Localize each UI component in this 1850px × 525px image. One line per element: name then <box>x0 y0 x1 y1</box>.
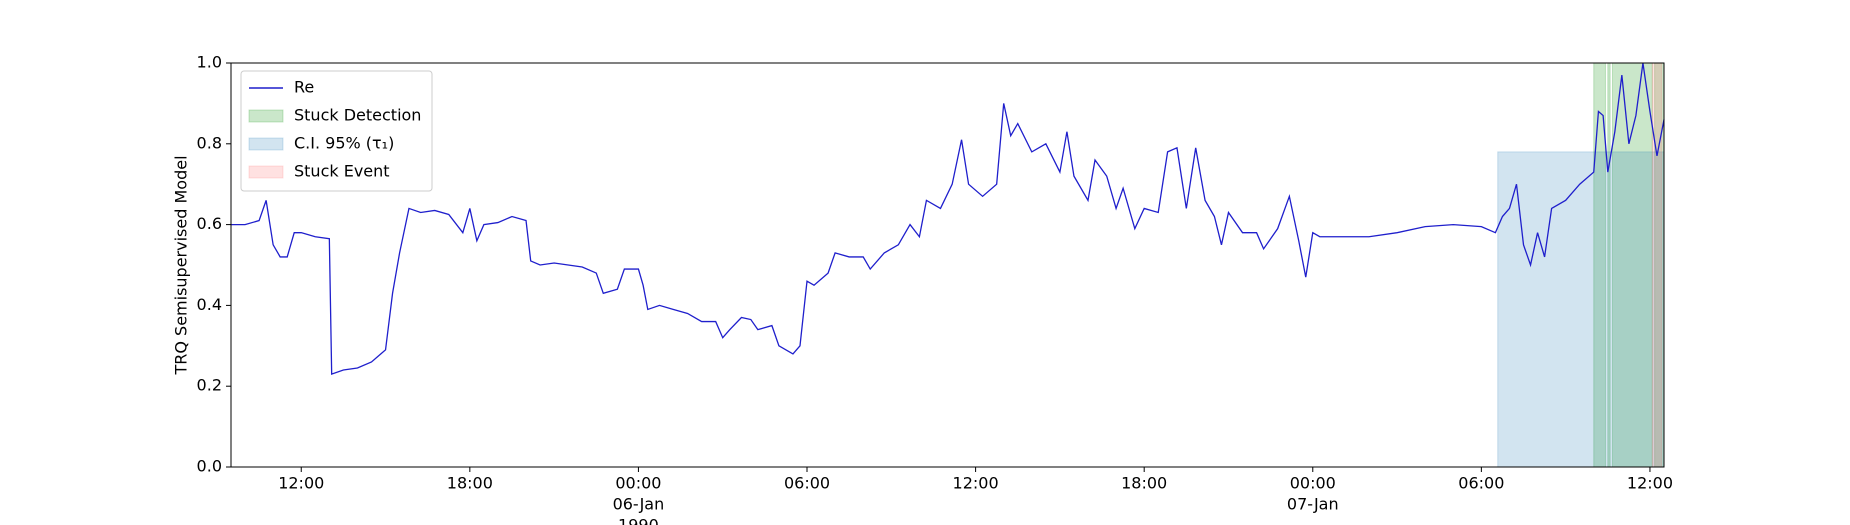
y-tick-label: 0.6 <box>197 214 222 233</box>
legend-swatch <box>248 109 284 123</box>
x-tick-label: 18:00 <box>447 474 493 493</box>
span <box>1651 62 1663 468</box>
x-tick-label: 07-Jan <box>1287 495 1339 514</box>
x-tick-label: 06:00 <box>784 474 830 493</box>
x-tick-label: 18:00 <box>1121 474 1167 493</box>
legend-label: C.I. 95% (τ₁) <box>294 134 394 153</box>
y-tick-label: 1.0 <box>197 53 222 72</box>
plot-frame <box>230 62 1665 468</box>
y-axis-label: TRQ Semisupervised Model <box>172 155 191 375</box>
x-tick-label: 1990 <box>618 516 659 525</box>
x-tick-label: 06-Jan <box>613 495 665 514</box>
legend-label: Stuck Detection <box>294 106 421 125</box>
y-tick-label: 0.8 <box>197 133 222 152</box>
x-tick-label: 12:00 <box>278 474 324 493</box>
legend-swatch <box>248 165 284 179</box>
y-tick-label: 0.4 <box>197 295 222 314</box>
span <box>1497 151 1665 468</box>
x-tick-label: 00:00 <box>615 474 661 493</box>
legend-box <box>240 70 433 192</box>
y-tick-label: 0.0 <box>197 457 222 476</box>
legend-label: Re <box>294 78 314 97</box>
x-tick-label: 00:00 <box>1290 474 1336 493</box>
x-tick-label: 12:00 <box>953 474 999 493</box>
legend-swatch <box>248 137 284 151</box>
y-tick-label: 0.2 <box>197 376 222 395</box>
x-tick-label: 12:00 <box>1627 474 1673 493</box>
data-line <box>231 62 1665 375</box>
x-tick-label: 06:00 <box>1458 474 1504 493</box>
legend-label: Stuck Event <box>294 162 390 181</box>
